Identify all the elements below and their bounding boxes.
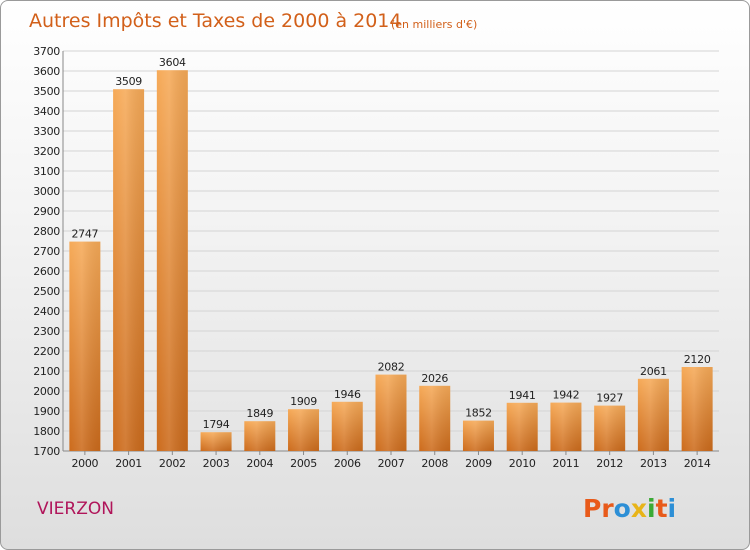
x-tick-label: 2006 [334, 457, 361, 470]
logo-text: Proxiti [583, 494, 676, 523]
bar-shading [200, 432, 232, 451]
y-tick-label: 3000 [33, 185, 60, 198]
bar-value-label: 2747 [71, 228, 98, 241]
x-tick-label: 2000 [71, 457, 98, 470]
bar-shading [288, 409, 320, 451]
bar-shading [594, 405, 626, 451]
x-tick-label: 2008 [421, 457, 448, 470]
town-name: VIERZON [37, 499, 114, 519]
logo-letter: x [631, 494, 647, 523]
bar-shading [375, 374, 407, 451]
y-tick-label: 1700 [33, 445, 60, 458]
x-tick-label: 2009 [465, 457, 492, 470]
bar-shading [637, 378, 669, 451]
bar-value-label: 3604 [159, 56, 186, 69]
logo-letter: r [601, 494, 614, 523]
bar-value-label: 1852 [465, 407, 492, 420]
logo-letter: t [656, 494, 668, 523]
bar-value-label: 2061 [640, 365, 667, 378]
x-tick-label: 2014 [684, 457, 711, 470]
value-labels: 2747 3509 3604 1794 1849 1909 1946 2082 2026 1852… [71, 56, 711, 431]
logo-letter: o [614, 494, 631, 523]
y-tick-label: 3500 [33, 85, 60, 98]
y-tick-label: 3700 [33, 45, 60, 58]
y-tick-label: 2300 [33, 325, 60, 338]
y-tick-label: 1900 [33, 405, 60, 418]
y-tick-label: 1800 [33, 425, 60, 438]
bar-value-label: 2082 [378, 361, 405, 374]
y-tick-label: 2900 [33, 205, 60, 218]
bar-shading [462, 420, 494, 451]
y-tick-label: 3100 [33, 165, 60, 178]
bar-shading [681, 367, 713, 451]
x-tick-label: 2002 [159, 457, 186, 470]
y-tick-label: 3600 [33, 65, 60, 78]
y-tick-label: 2000 [33, 385, 60, 398]
bar-shading [244, 421, 276, 451]
y-tick-label: 2800 [33, 225, 60, 238]
y-tick-label: 2600 [33, 265, 60, 278]
y-axis: 1700 1800 1900 2000 2100 2200 2300 2400 2500 2600… [33, 45, 719, 458]
y-tick-label: 2400 [33, 305, 60, 318]
y-tick-label: 2200 [33, 345, 60, 358]
bar-shading [331, 401, 363, 451]
x-tick-label: 2007 [378, 457, 405, 470]
bar-value-label: 2026 [421, 372, 448, 385]
x-tick-label: 2013 [640, 457, 667, 470]
bar-shading [550, 402, 582, 451]
y-tick-label: 3400 [33, 105, 60, 118]
bar-shading [113, 89, 145, 451]
y-tick-label: 2500 [33, 285, 60, 298]
x-tick-label: 2001 [115, 457, 142, 470]
x-tick-label: 2011 [553, 457, 580, 470]
bar-value-label: 3509 [115, 75, 142, 88]
bar-shading [69, 241, 101, 451]
x-tick-label: 2005 [290, 457, 317, 470]
x-tick-label: 2012 [596, 457, 623, 470]
bar-value-label: 1942 [553, 389, 580, 402]
bars [69, 70, 713, 451]
logo-letter: i [647, 494, 656, 523]
bar-value-label: 1941 [509, 389, 536, 402]
proxiti-logo: Proxiti [583, 494, 676, 523]
x-tick-label: 2004 [246, 457, 273, 470]
logo-letter: i [668, 494, 677, 523]
bar-shading [419, 385, 451, 451]
chart-title: Autres Impôts et Taxes de 2000 à 2014 [29, 10, 402, 32]
bar-value-label: 1794 [203, 418, 230, 431]
x-tick-label: 2003 [203, 457, 230, 470]
bar-shading [156, 70, 188, 451]
bar-value-label: 2120 [684, 353, 711, 366]
bar-value-label: 1849 [246, 407, 273, 420]
logo-letter: P [583, 494, 601, 523]
y-tick-label: 3200 [33, 145, 60, 158]
chart-subtitle: (en milliers d'€) [391, 18, 477, 31]
y-tick-label: 2100 [33, 365, 60, 378]
x-axis: 2000 2001 2002 2003 2004 2005 2006 2007 2008 2009… [71, 451, 711, 470]
bar-value-label: 1927 [596, 392, 623, 405]
bar-value-label: 1946 [334, 388, 361, 401]
y-tick-label: 3300 [33, 125, 60, 138]
bar-value-label: 1909 [290, 395, 317, 408]
x-tick-label: 2010 [509, 457, 536, 470]
y-tick-label: 2700 [33, 245, 60, 258]
bar-shading [506, 402, 538, 451]
